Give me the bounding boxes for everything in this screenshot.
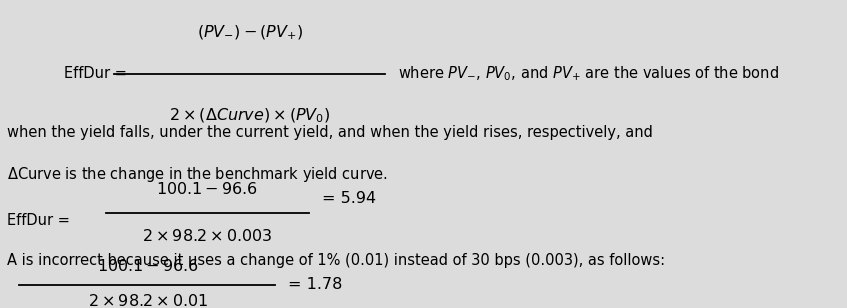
Text: $2 \times (\Delta Curve) \times (PV_0)$: $2 \times (\Delta Curve) \times (PV_0)$ [169, 106, 330, 125]
Text: = 1.78: = 1.78 [288, 278, 342, 292]
Text: when the yield falls, under the current yield, and when the yield rises, respect: when the yield falls, under the current … [7, 125, 653, 140]
Text: where $PV_{-}$, $PV_0$, and $PV_{+}$ are the values of the bond: where $PV_{-}$, $PV_0$, and $PV_{+}$ are… [398, 65, 779, 83]
Text: $\Delta$Curve is the change in the benchmark yield curve.: $\Delta$Curve is the change in the bench… [7, 164, 388, 184]
Text: $2 \times 98.2 \times 0.01$: $2 \times 98.2 \times 0.01$ [88, 293, 208, 308]
Text: A is incorrect because it uses a change of 1% (0.01) instead of 30 bps (0.003), : A is incorrect because it uses a change … [7, 253, 665, 268]
Text: $2 \times 98.2 \times 0.003$: $2 \times 98.2 \times 0.003$ [142, 228, 273, 244]
Text: $(PV_{-}) - (PV_{+})$: $(PV_{-}) - (PV_{+})$ [197, 23, 303, 42]
Text: $100.1 - 96.6$: $100.1 - 96.6$ [97, 258, 199, 274]
Text: = 5.94: = 5.94 [322, 191, 376, 206]
Text: EffDur =: EffDur = [7, 213, 69, 228]
Text: $100.1 - 96.6$: $100.1 - 96.6$ [157, 181, 258, 197]
Text: EffDur =: EffDur = [64, 67, 126, 81]
